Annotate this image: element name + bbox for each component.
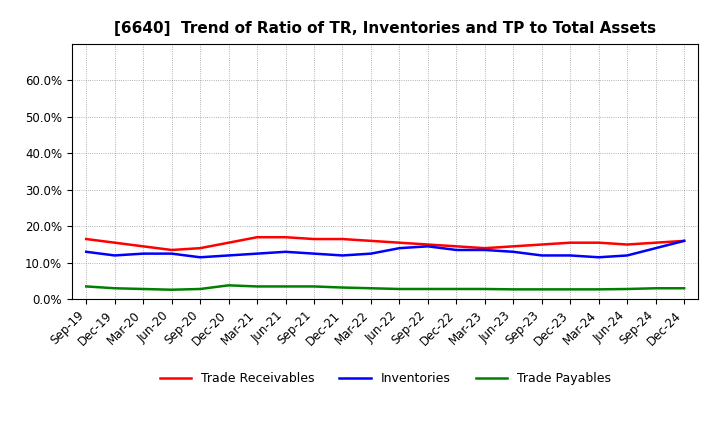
Trade Payables	[680, 286, 688, 291]
Inventories	[623, 253, 631, 258]
Trade Receivables	[452, 244, 461, 249]
Trade Receivables	[423, 242, 432, 247]
Inventories	[680, 238, 688, 243]
Trade Payables	[566, 287, 575, 292]
Legend: Trade Receivables, Inventories, Trade Payables: Trade Receivables, Inventories, Trade Pa…	[155, 367, 616, 390]
Inventories	[82, 249, 91, 254]
Inventories	[423, 244, 432, 249]
Trade Payables	[423, 286, 432, 292]
Inventories	[366, 251, 375, 256]
Inventories	[595, 255, 603, 260]
Trade Receivables	[196, 246, 204, 251]
Trade Receivables	[480, 246, 489, 251]
Trade Receivables	[253, 235, 261, 240]
Inventories	[480, 247, 489, 253]
Inventories	[225, 253, 233, 258]
Trade Receivables	[595, 240, 603, 246]
Trade Payables	[509, 287, 518, 292]
Inventories	[282, 249, 290, 254]
Trade Receivables	[167, 247, 176, 253]
Trade Receivables	[395, 240, 404, 246]
Trade Payables	[282, 284, 290, 289]
Inventories	[139, 251, 148, 256]
Trade Payables	[196, 286, 204, 292]
Trade Receivables	[82, 236, 91, 242]
Trade Receivables	[110, 240, 119, 246]
Trade Receivables	[566, 240, 575, 246]
Line: Trade Payables: Trade Payables	[86, 286, 684, 290]
Inventories	[509, 249, 518, 254]
Inventories	[566, 253, 575, 258]
Trade Receivables	[652, 240, 660, 246]
Trade Payables	[82, 284, 91, 289]
Inventories	[167, 251, 176, 256]
Trade Receivables	[139, 244, 148, 249]
Trade Receivables	[310, 236, 318, 242]
Trade Receivables	[623, 242, 631, 247]
Line: Inventories: Inventories	[86, 241, 684, 257]
Trade Receivables	[366, 238, 375, 243]
Trade Receivables	[338, 236, 347, 242]
Inventories	[537, 253, 546, 258]
Trade Payables	[110, 286, 119, 291]
Trade Receivables	[680, 238, 688, 243]
Inventories	[395, 246, 404, 251]
Trade Payables	[225, 283, 233, 288]
Inventories	[253, 251, 261, 256]
Inventories	[310, 251, 318, 256]
Trade Receivables	[509, 244, 518, 249]
Trade Payables	[139, 286, 148, 292]
Inventories	[338, 253, 347, 258]
Line: Trade Receivables: Trade Receivables	[86, 237, 684, 250]
Inventories	[196, 255, 204, 260]
Trade Receivables	[282, 235, 290, 240]
Trade Payables	[480, 286, 489, 292]
Trade Payables	[167, 287, 176, 292]
Trade Payables	[395, 286, 404, 292]
Inventories	[452, 247, 461, 253]
Trade Payables	[310, 284, 318, 289]
Trade Payables	[623, 286, 631, 292]
Trade Payables	[452, 286, 461, 292]
Trade Receivables	[537, 242, 546, 247]
Trade Payables	[366, 286, 375, 291]
Trade Payables	[253, 284, 261, 289]
Trade Payables	[652, 286, 660, 291]
Trade Payables	[537, 287, 546, 292]
Inventories	[652, 246, 660, 251]
Trade Payables	[338, 285, 347, 290]
Title: [6640]  Trend of Ratio of TR, Inventories and TP to Total Assets: [6640] Trend of Ratio of TR, Inventories…	[114, 21, 656, 36]
Trade Receivables	[225, 240, 233, 246]
Inventories	[110, 253, 119, 258]
Trade Payables	[595, 287, 603, 292]
